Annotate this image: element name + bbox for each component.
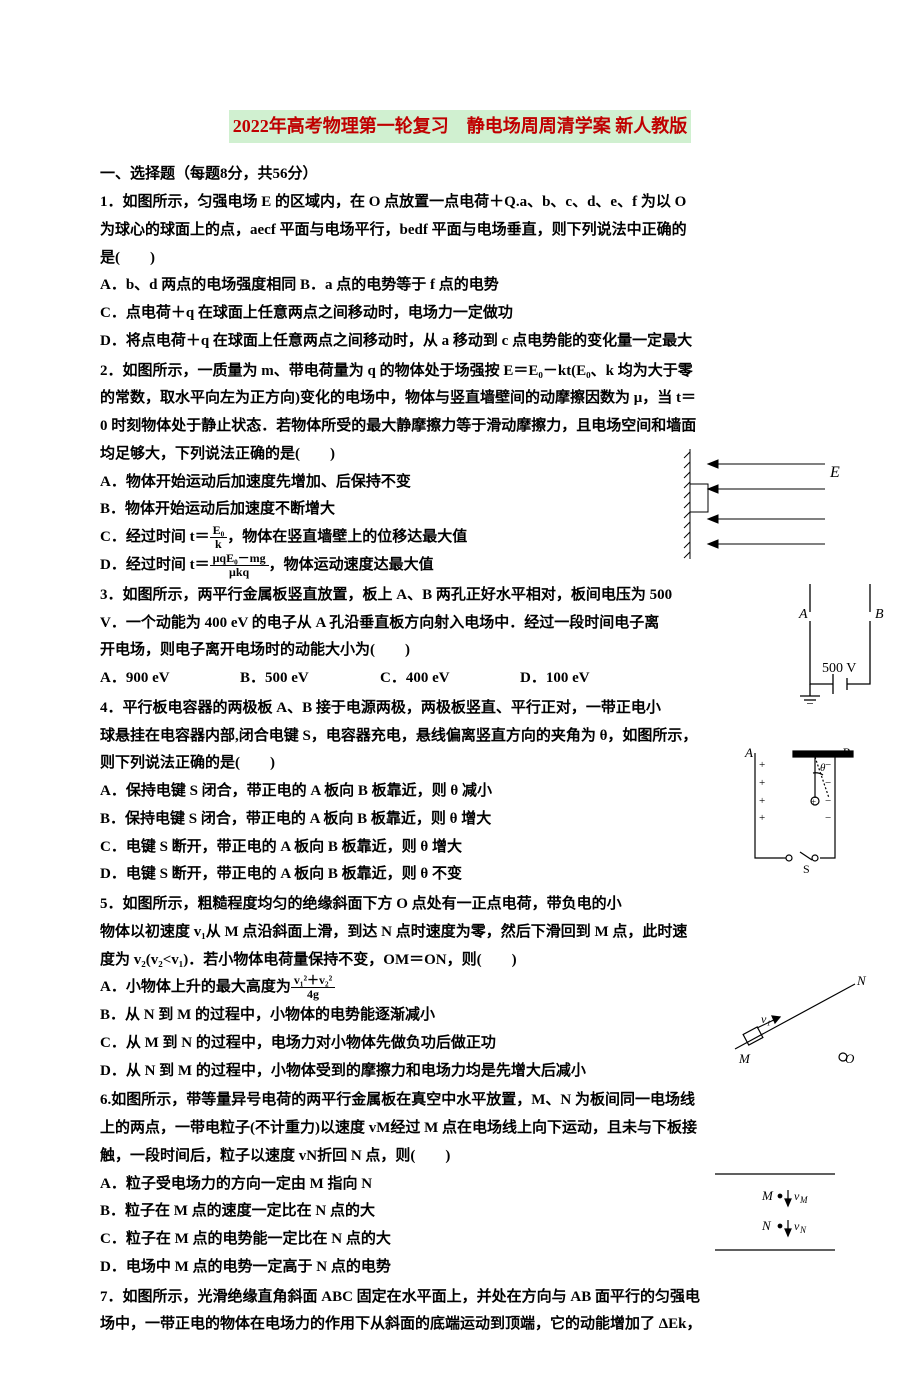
frac-num: μqE₀－mg [210, 552, 269, 566]
svg-text:+: + [759, 777, 765, 789]
fraction: E₀k [210, 524, 228, 551]
q1-option-a: A．b、d 两点的电场强度相同 B．a 点的电势等于 f 点的电势 [100, 272, 820, 300]
svg-text:+: + [759, 795, 765, 807]
q3-stem-line: 开电场，则电子离开电场时的动能大小为( ) [100, 637, 820, 665]
q5-stem-line: 5．如图所示，粗糙程度均匀的绝缘斜面下方 O 点处有一正点电荷，带负电的小 [100, 891, 820, 919]
frac-num: v₁²＋v₂² [291, 974, 335, 988]
q4-option-d: D．电键 S 断开，带正电的 A 板向 B 板靠近，则 θ 不变 [100, 861, 820, 889]
q5-option-d: D．从 N 到 M 的过程中，小物体受到的摩擦力和电场力均是先增大后减小 [100, 1058, 820, 1086]
q5-opta-pre: A．小物体上升的最大高度为 [100, 979, 291, 995]
svg-text:B: B [875, 607, 884, 622]
question-3: A B 500 V 3．如图所示，两平行金属板竖直放置，板上 A、B 两孔正好水… [100, 582, 820, 693]
q5-stem-line: 物体以初速度 v₁从 M 点沿斜面上滑，到达 N 点时速度为零，然后下滑回到 M… [100, 919, 820, 947]
fraction: μqE₀－mgμkq [210, 552, 269, 579]
svg-text:N: N [856, 973, 867, 988]
svg-text:500 V: 500 V [822, 661, 856, 676]
svg-text:M: M [761, 1188, 774, 1203]
svg-text:+: + [759, 812, 765, 824]
q3-option-a: A．900 eV [100, 665, 240, 693]
svg-text:N: N [799, 1225, 807, 1235]
svg-text:M: M [799, 1195, 808, 1205]
q4-option-b: B．保持电键 S 闭合，带正电的 A 板向 B 板靠近，则 θ 增大 [100, 806, 820, 834]
section-heading: 一、选择题（每题8分，共56分） [100, 161, 820, 189]
q2-figure: E [680, 444, 850, 564]
q1-option-c: C．点电荷＋q 在球面上任意两点之间移动时，电场力一定做功 [100, 300, 820, 328]
question-5: N M O v₁ 5．如图所示，粗糙程度均匀的绝缘斜面下方 O 点处有一正点电荷… [100, 891, 820, 1085]
question-4: + θ S A B ++ ++ −− −− 4．平行板电容器的两极板 A、B 接… [100, 695, 820, 889]
svg-text:A: A [744, 745, 753, 760]
svg-text:M: M [738, 1051, 751, 1064]
q4-option-c: C．电键 S 断开，带正电的 A 板向 B 板靠近，则 θ 增大 [100, 834, 820, 862]
q4-figure: + θ S A B ++ ++ −− −− [725, 743, 875, 873]
svg-text:+: + [759, 759, 765, 771]
q2-optc-post: ，物体在竖直墙壁上的位移达最大值 [227, 529, 467, 545]
q5-option-c: C．从 M 到 N 的过程中，电场力对小物体先做负功后做正功 [100, 1030, 820, 1058]
q2-optd-post: ，物体运动速度达最大值 [269, 557, 434, 573]
document-body: 2022年高考物理第一轮复习 静电场周周清学案 新人教版 一、选择题（每题8分，… [100, 110, 820, 1339]
q3-options-row: A．900 eV B．500 eV C．400 eV D．100 eV [100, 665, 660, 693]
q1-stem-line: 为球心的球面上的点，aecf 平面与电场平行，bedf 平面与电场垂直，则下列说… [100, 217, 820, 245]
frac-den: k [210, 538, 228, 551]
svg-text:B: B [842, 745, 850, 760]
q2-stem-line: 2．如图所示，一质量为 m、带电荷量为 q 的物体处于场强按 E＝E₀－kt(E… [100, 358, 820, 386]
q3-figure: A B 500 V [785, 574, 905, 704]
q3-stem-line: 3．如图所示，两平行金属板竖直放置，板上 A、B 两孔正好水平相对，板间电压为 … [100, 582, 820, 610]
q6-figure: M N vM vN [700, 1162, 850, 1262]
fraction: v₁²＋v₂²4g [291, 974, 335, 1001]
question-7: 7．如图所示，光滑绝缘直角斜面 ABC 固定在水平面上，并处在方向与 AB 面平… [100, 1284, 820, 1340]
q6-stem-line: 上的两点，一带电粒子(不计重力)以速度 vM经过 M 点在电场线上向下运动，且未… [100, 1115, 820, 1143]
svg-text:−: − [825, 777, 831, 789]
svg-text:−: − [825, 759, 831, 771]
q2-stem-line: 0 时刻物体处于静止状态．若物体所受的最大静摩擦力等于滑动摩擦力，且电场空间和墙… [100, 413, 820, 441]
svg-text:−: − [825, 795, 831, 807]
q5-stem-line: 度为 v₂(v₂<v₁)．若小物体电荷量保持不变，OM＝ON，则( ) [100, 947, 820, 975]
frac-den: μkq [210, 566, 269, 579]
svg-text:N: N [761, 1218, 772, 1233]
frac-den: 4g [291, 988, 335, 1001]
frac-num: E₀ [210, 524, 228, 538]
q1-stem-line: 是( ) [100, 245, 820, 273]
document-title: 2022年高考物理第一轮复习 静电场周周清学案 新人教版 [229, 110, 692, 143]
q7-stem-line: 7．如图所示，光滑绝缘直角斜面 ABC 固定在水平面上，并处在方向与 AB 面平… [100, 1284, 820, 1312]
q3-option-b: B．500 eV [240, 665, 380, 693]
svg-text:+: + [811, 797, 816, 807]
q2-optd-pre: D．经过时间 t＝ [100, 557, 210, 573]
q5-option-b: B．从 N 到 M 的过程中，小物体的电势能逐渐减小 [100, 1002, 820, 1030]
q3-option-c: C．400 eV [380, 665, 520, 693]
question-6: M N vM vN 6.如图所示，带等量异号电荷的两平行金属板在真空中水平放置，… [100, 1087, 820, 1281]
svg-text:O: O [845, 1051, 855, 1064]
q4-stem-line: 4．平行板电容器的两极板 A、B 接于电源两极，两极板竖直、平行正对，一带正电小 [100, 695, 820, 723]
q4-option-a: A．保持电键 S 闭合，带正电的 A 板向 B 板靠近，则 θ 减小 [100, 778, 820, 806]
svg-text:−: − [825, 812, 831, 824]
svg-text:v₁: v₁ [761, 1012, 771, 1026]
q4-stem-line: 则下列说法正确的是( ) [100, 750, 820, 778]
q2-optc-pre: C．经过时间 t＝ [100, 529, 210, 545]
q7-stem-line: 场中，一带正电的物体在电场力的作用下从斜面的底端运动到顶端，它的动能增加了 ΔE… [100, 1311, 820, 1339]
svg-text:A: A [798, 607, 808, 622]
q4-stem-line: 球悬挂在电容器内部,闭合电键 S，电容器充电，悬线偏离竖直方向的夹角为 θ，如图… [100, 723, 820, 751]
q2-stem-line: 的常数，取水平向左为正方向)变化的电场中，物体与竖直墙壁间的动摩擦因数为 μ，当… [100, 385, 820, 413]
q6-stem-line: 6.如图所示，带等量异号电荷的两平行金属板在真空中水平放置，M、N 为板间同一电… [100, 1087, 820, 1115]
q1-stem-line: 1．如图所示，匀强电场 E 的区域内，在 O 点放置一点电荷＋Q.a、b、c、d… [100, 189, 820, 217]
question-1: 1．如图所示，匀强电场 E 的区域内，在 O 点放置一点电荷＋Q.a、b、c、d… [100, 189, 820, 356]
q3-stem-line: V．一个动能为 400 eV 的电子从 A 孔沿垂直板方向射入电场中．经过一段时… [100, 610, 820, 638]
title-container: 2022年高考物理第一轮复习 静电场周周清学案 新人教版 [100, 110, 820, 153]
q3-option-d: D．100 eV [520, 665, 660, 693]
q1-option-d: D．将点电荷＋q 在球面上任意两点之间移动时，从 a 移动到 c 点电势能的变化… [100, 328, 820, 356]
svg-text:E: E [829, 464, 840, 481]
svg-text:S: S [803, 862, 810, 873]
q5-figure: N M O v₁ [725, 969, 875, 1064]
question-2: E 2．如图所示，一质量为 m、带电荷量为 q 的物体处于场强按 E＝E₀－kt… [100, 358, 820, 580]
q5-option-a: A．小物体上升的最大高度为v₁²＋v₂²4g [100, 974, 820, 1002]
